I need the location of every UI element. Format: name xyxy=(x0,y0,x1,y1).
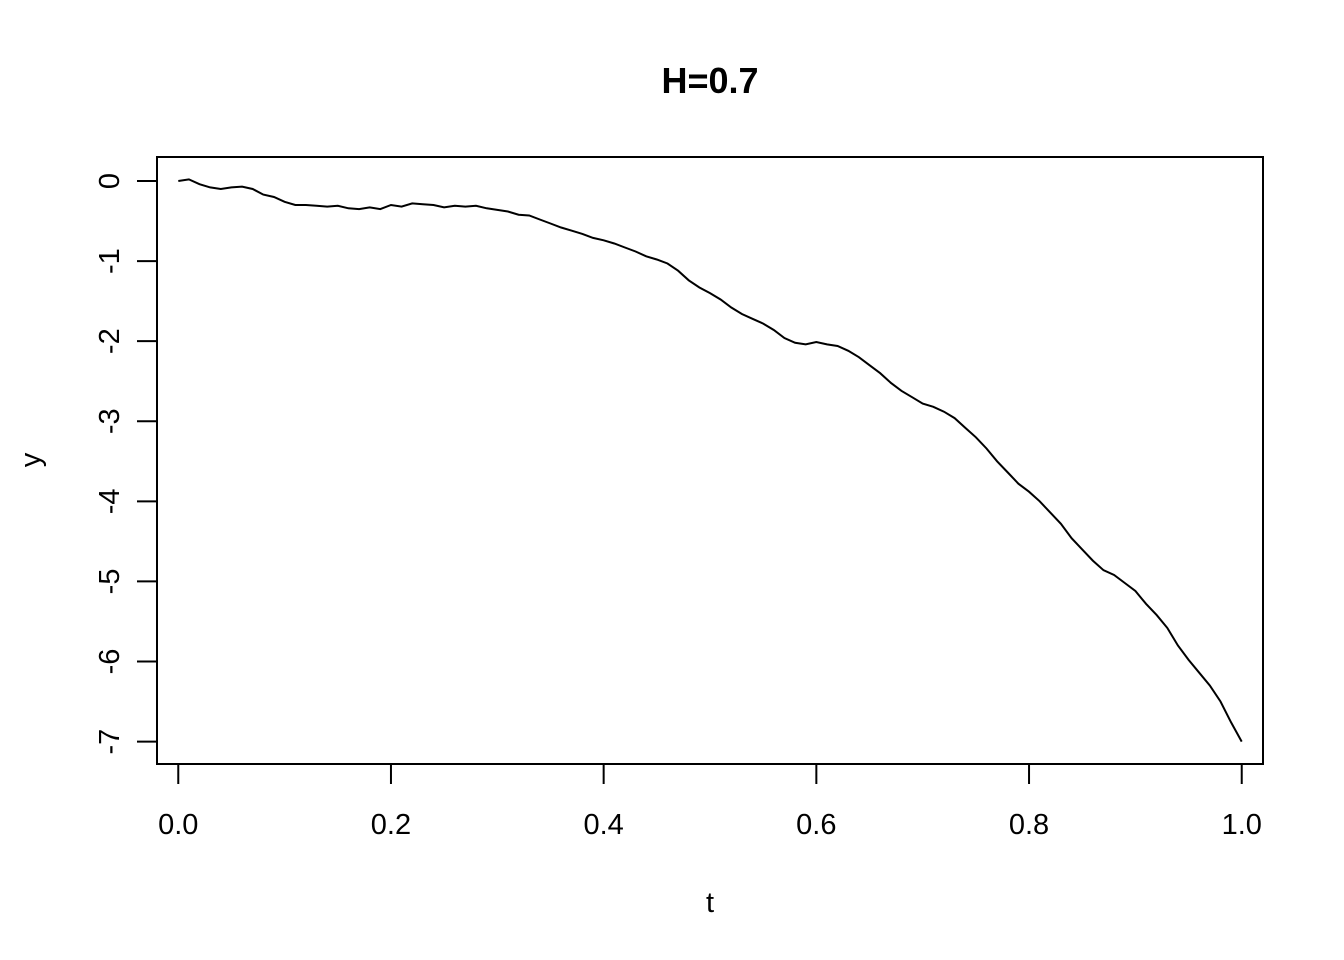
x-tick-label: 0.6 xyxy=(796,809,836,841)
y-tick-label: -4 xyxy=(94,488,126,514)
x-tick-label: 0.0 xyxy=(158,809,198,841)
series-line xyxy=(178,178,1243,743)
y-tick-label: -7 xyxy=(94,729,126,755)
x-tick-label: 0.4 xyxy=(583,809,623,841)
plot-frame xyxy=(156,156,1264,765)
y-tick-label: -6 xyxy=(94,649,126,675)
y-axis: 0 -1 -2 -3 -4 -5 -6 -7 xyxy=(94,173,158,755)
x-tick-label: 1.0 xyxy=(1222,809,1262,841)
x-tick-label: 0.8 xyxy=(1009,809,1049,841)
y-tick-label: -1 xyxy=(94,248,126,274)
y-tick-label: -5 xyxy=(94,569,126,595)
x-axis-label: t xyxy=(706,887,714,919)
chart-title: H=0.7 xyxy=(661,60,758,101)
y-tick-label: 0 xyxy=(94,173,126,189)
x-tick-label: 0.2 xyxy=(371,809,411,841)
y-tick-label: -2 xyxy=(94,328,126,354)
x-axis: 0.0 0.2 0.4 0.6 0.8 1.0 xyxy=(158,763,1262,841)
y-tick-label: -3 xyxy=(94,408,126,434)
y-axis-label: y xyxy=(15,452,47,467)
